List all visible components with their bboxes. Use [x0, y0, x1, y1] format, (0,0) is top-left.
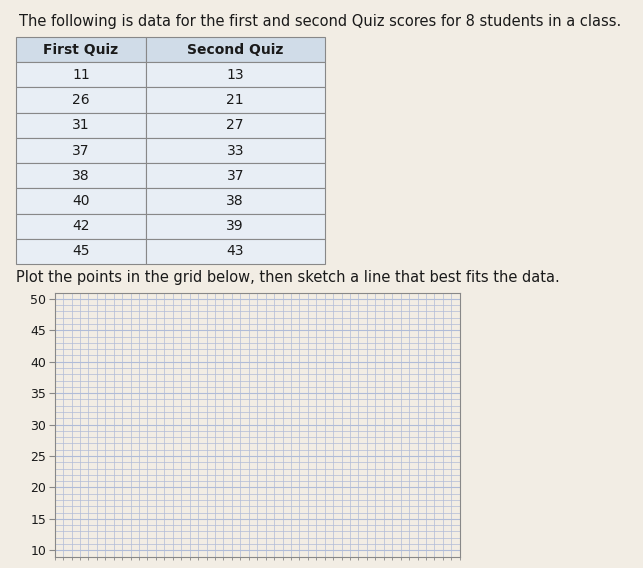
Text: 33: 33 [226, 144, 244, 157]
Text: First Quiz: First Quiz [43, 43, 118, 57]
FancyBboxPatch shape [16, 138, 146, 163]
FancyBboxPatch shape [146, 189, 325, 214]
Text: 11: 11 [72, 68, 90, 82]
FancyBboxPatch shape [146, 37, 325, 62]
Text: 40: 40 [72, 194, 89, 208]
Text: 38: 38 [72, 169, 90, 183]
Text: 31: 31 [72, 118, 90, 132]
FancyBboxPatch shape [16, 214, 146, 239]
Text: 43: 43 [226, 244, 244, 258]
Text: 21: 21 [226, 93, 244, 107]
Text: 42: 42 [72, 219, 89, 233]
Text: 38: 38 [226, 194, 244, 208]
Text: The following is data for the first and second Quiz scores for 8 students in a c: The following is data for the first and … [19, 14, 622, 29]
Text: 37: 37 [226, 169, 244, 183]
FancyBboxPatch shape [16, 239, 146, 264]
Text: 45: 45 [72, 244, 89, 258]
FancyBboxPatch shape [16, 87, 146, 112]
FancyBboxPatch shape [16, 112, 146, 138]
FancyBboxPatch shape [16, 37, 146, 62]
Text: Plot the points in the grid below, then sketch a line that best fits the data.: Plot the points in the grid below, then … [16, 270, 560, 285]
Text: 13: 13 [226, 68, 244, 82]
Text: 26: 26 [72, 93, 90, 107]
FancyBboxPatch shape [146, 214, 325, 239]
FancyBboxPatch shape [16, 163, 146, 189]
FancyBboxPatch shape [146, 112, 325, 138]
Text: 27: 27 [226, 118, 244, 132]
Text: 39: 39 [226, 219, 244, 233]
Text: 37: 37 [72, 144, 89, 157]
FancyBboxPatch shape [146, 239, 325, 264]
FancyBboxPatch shape [16, 189, 146, 214]
FancyBboxPatch shape [146, 87, 325, 112]
Text: Second Quiz: Second Quiz [187, 43, 284, 57]
FancyBboxPatch shape [146, 138, 325, 163]
FancyBboxPatch shape [146, 163, 325, 189]
FancyBboxPatch shape [16, 62, 146, 87]
FancyBboxPatch shape [146, 62, 325, 87]
